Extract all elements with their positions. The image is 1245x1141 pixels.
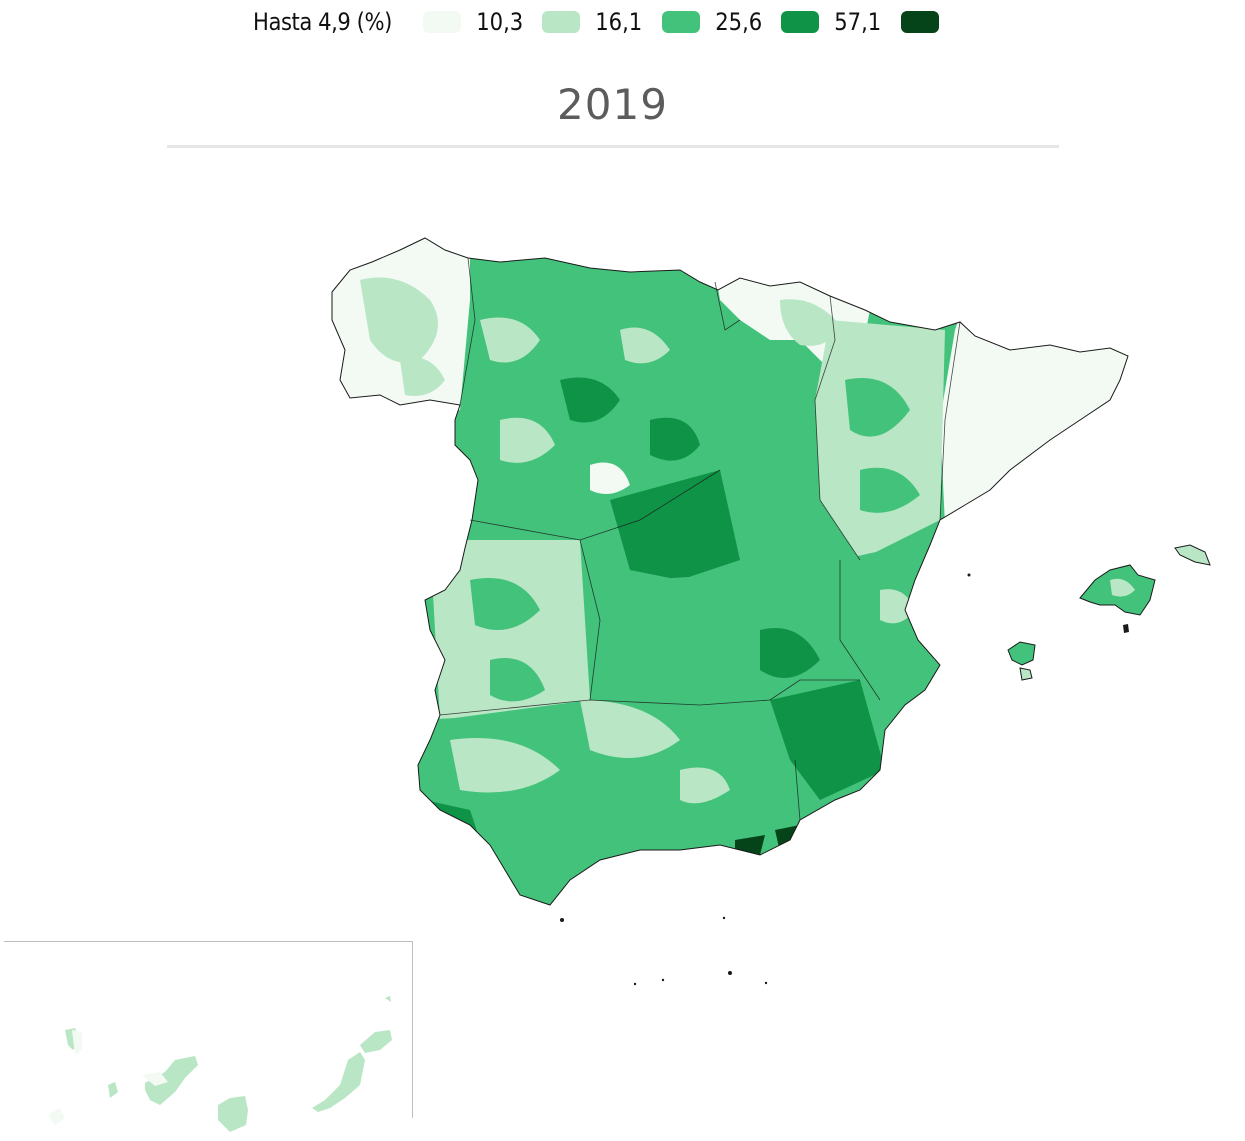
legend-item-4: 57,1 (781, 8, 900, 36)
legend-item-3: 25,6 (661, 8, 781, 36)
legend-swatch-2 (542, 11, 581, 33)
legend-item-2: 16,1 (542, 8, 661, 36)
legend-lead-label: Hasta 4,9 (%) (253, 8, 392, 36)
north-africa-dots (560, 916, 768, 986)
peninsula-outline (331, 237, 1129, 906)
legend-swatch-4 (781, 11, 820, 33)
legend-value-3: 25,6 (714, 8, 762, 36)
title-divider (167, 145, 1059, 148)
legend-swatch-5 (900, 11, 939, 33)
balearic-islands (967, 544, 1211, 681)
legend-value-4: 57,1 (834, 8, 882, 36)
legend-swatch-1 (422, 11, 461, 33)
canary-islands-inset-frame (4, 941, 413, 1118)
legend-item-1: 10,3 (422, 8, 542, 36)
legend-value-2: 16,1 (595, 8, 643, 36)
canary-islands (48, 996, 392, 1132)
legend-swatch-3 (661, 11, 700, 33)
map-title: 2019 (557, 80, 668, 129)
legend: Hasta 4,9 (%) 10,3 16,1 25,6 57,1 (253, 5, 939, 39)
legend-value-1: 10,3 (476, 8, 524, 36)
legend-item-5 (900, 11, 939, 33)
